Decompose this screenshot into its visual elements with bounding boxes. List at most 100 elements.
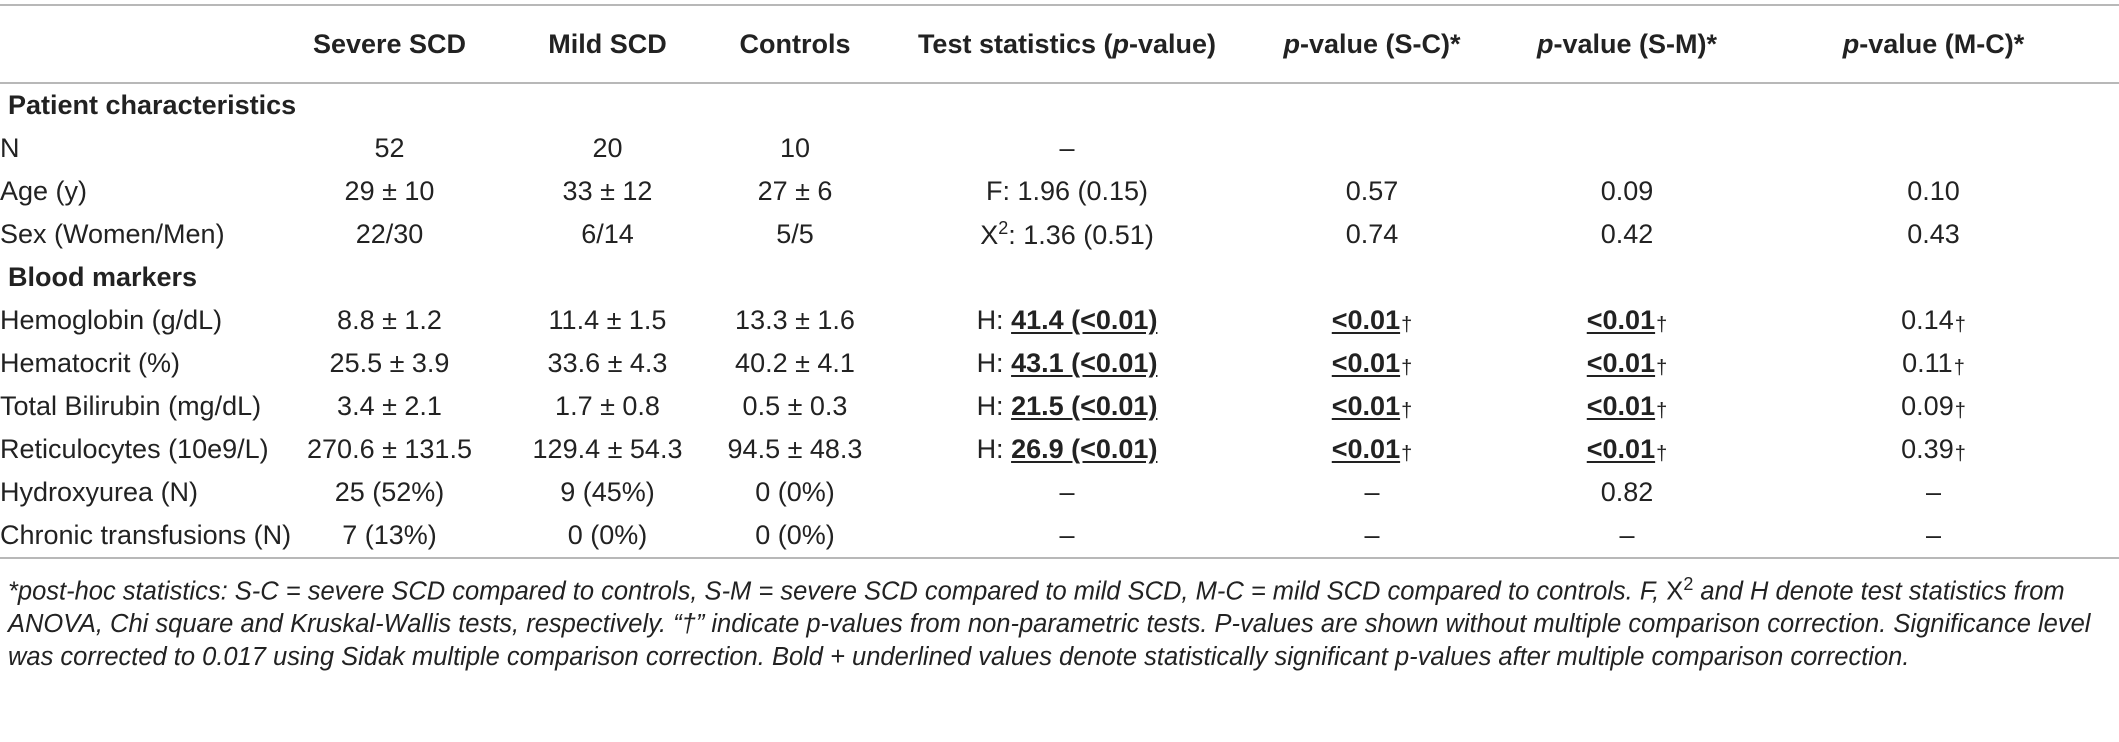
dagger-mark: † (1656, 357, 1668, 379)
cell-test: – (896, 514, 1238, 559)
cell-test: F: 1.96 (0.15) (985, 176, 1149, 206)
cell-p-sc: – (1364, 477, 1380, 507)
cell-mild: 33.6 ± 4.3 (547, 348, 668, 378)
cell-severe: 25 (52%) (334, 477, 445, 507)
table-row: Sex (Women/Men) 22/30 6/14 5/5 X2: 1.36 … (0, 213, 2119, 256)
row-label: Chronic transfusions (N) (0, 514, 291, 559)
cell-test: – (1059, 477, 1075, 507)
cell-severe: 29 ± 10 (344, 176, 435, 206)
cell-controls: 94.5 ± 48.3 (727, 434, 863, 464)
cell-mild: 6/14 (581, 219, 634, 249)
header-test-stats: Test statistics (p-value) (896, 4, 1238, 84)
dagger-mark: † (1953, 357, 1965, 379)
cell-mild: 20 (592, 133, 623, 163)
row-label: Sex (Women/Men) (0, 219, 225, 249)
cell-test: H: 21.5 (<0.01) (976, 391, 1158, 421)
cell-p-sc (1238, 127, 1506, 170)
table-row: Chronic transfusions (N) 7 (13%) 0 (0%) … (0, 514, 2119, 559)
dagger-mark: † (1656, 443, 1668, 465)
cell-test: H: 41.4 (<0.01) (976, 305, 1158, 335)
cell-test: X2: 1.36 (0.51) (980, 218, 1154, 250)
dagger-mark: † (1401, 400, 1413, 422)
cell-p-sc: 0.57 (1345, 176, 1399, 206)
dagger-mark: † (1401, 443, 1413, 465)
header-empty (0, 4, 258, 84)
dagger-mark: † (1401, 357, 1413, 379)
cell-mild: 129.4 ± 54.3 (532, 434, 683, 464)
row-label: Reticulocytes (10e9/L) (0, 434, 269, 464)
cell-p-mc (1748, 127, 2119, 170)
table-row: Hydroxyurea (N) 25 (52%) 9 (45%) 0 (0%) … (0, 471, 2119, 514)
dagger-mark: † (1656, 400, 1668, 422)
table-row: Reticulocytes (10e9/L) 270.6 ± 131.5 129… (0, 428, 2119, 471)
cell-p-sc: <0.01† (1331, 348, 1413, 379)
cell-p-sc: <0.01† (1331, 434, 1413, 465)
cell-controls: 13.3 ± 1.6 (735, 305, 855, 335)
cell-p-mc: 0.14† (1901, 305, 1966, 336)
dagger-mark: † (1954, 443, 1966, 465)
section-patient-characteristics: Patient characteristics (8, 90, 297, 120)
cell-p-sm: 0.09 (1600, 176, 1654, 206)
cell-mild: 11.4 ± 1.5 (548, 305, 667, 335)
table-row: Hematocrit (%) 25.5 ± 3.9 33.6 ± 4.3 40.… (0, 342, 2119, 385)
header-controls: Controls (694, 4, 896, 84)
table-footnote: *post-hoc statistics: S-C = severe SCD c… (8, 574, 2091, 671)
cell-p-sc: <0.01† (1331, 305, 1413, 336)
section-blood-markers: Blood markers (8, 262, 198, 292)
header-mild: Mild SCD (521, 4, 694, 84)
cell-controls: 0.5 ± 0.3 (742, 391, 848, 421)
cell-p-mc: 0.09† (1901, 391, 1966, 422)
cell-severe: 22/30 (355, 219, 424, 249)
row-label: N (0, 133, 20, 163)
cell-severe: 52 (374, 133, 405, 163)
cell-controls: 5/5 (776, 219, 814, 249)
cell-p-mc: 0.10 (1907, 176, 1960, 206)
dagger-mark: † (1954, 314, 1966, 336)
row-label: Hemoglobin (g/dL) (0, 305, 223, 335)
cell-p-sc: <0.01† (1331, 391, 1413, 422)
cell-p-mc: – (1748, 514, 2119, 559)
header-p-sm: p-value (S-M)* (1506, 4, 1748, 84)
cell-p-sm (1506, 127, 1748, 170)
table-row: N 52 20 10 – (0, 127, 2119, 170)
cell-controls: 10 (779, 133, 811, 163)
dagger-mark: † (1656, 314, 1668, 336)
cell-controls: 0 (0%) (694, 514, 896, 559)
cell-severe: 7 (13%) (258, 514, 521, 559)
cell-p-sm: <0.01† (1586, 434, 1668, 465)
cell-test: – (1059, 133, 1075, 163)
cell-severe: 25.5 ± 3.9 (329, 348, 450, 378)
dagger-mark: † (1401, 314, 1413, 336)
cell-mild: 0 (0%) (521, 514, 694, 559)
cell-severe: 270.6 ± 131.5 (307, 434, 472, 464)
row-label: Hematocrit (%) (0, 348, 181, 378)
cell-p-sm: – (1506, 514, 1748, 559)
row-label: Hydroxyurea (N) (0, 477, 199, 507)
cell-p-sm: <0.01† (1586, 305, 1668, 336)
cell-controls: 27 ± 6 (757, 176, 833, 206)
cell-p-sm: 0.42 (1600, 219, 1654, 249)
cell-controls: 0 (0%) (755, 477, 835, 507)
header-severe: Severe SCD (258, 4, 521, 84)
header-p-mc: p-value (M-C)* (1748, 4, 2119, 84)
cell-mild: 33 ± 12 (562, 176, 653, 206)
cell-p-mc: – (1925, 477, 1942, 507)
header-p-sc: p-value (S-C)* (1238, 4, 1506, 84)
cell-p-sm: 0.82 (1600, 477, 1654, 507)
cell-p-sc: – (1238, 514, 1506, 559)
section-row: Patient characteristics (0, 83, 2119, 127)
cell-mild: 1.7 ± 0.8 (555, 391, 660, 421)
table-row: Hemoglobin (g/dL) 8.8 ± 1.2 11.4 ± 1.5 1… (0, 299, 2119, 342)
header-row: Severe SCD Mild SCD Controls Test statis… (0, 4, 2119, 84)
cell-severe: 3.4 ± 2.1 (337, 391, 442, 421)
cell-test: H: 43.1 (<0.01) (976, 348, 1158, 378)
cell-p-mc: 0.43 (1907, 219, 1960, 249)
cell-controls: 40.2 ± 4.1 (735, 348, 855, 378)
cell-p-mc: 0.11† (1902, 348, 1965, 379)
dagger-mark: † (1954, 400, 1966, 422)
cell-mild: 9 (45%) (560, 477, 655, 507)
table-row: Age (y) 29 ± 10 33 ± 12 27 ± 6 F: 1.96 (… (0, 170, 2119, 213)
cell-p-sm: <0.01† (1586, 348, 1668, 379)
row-label: Total Bilirubin (mg/dL) (0, 391, 262, 421)
